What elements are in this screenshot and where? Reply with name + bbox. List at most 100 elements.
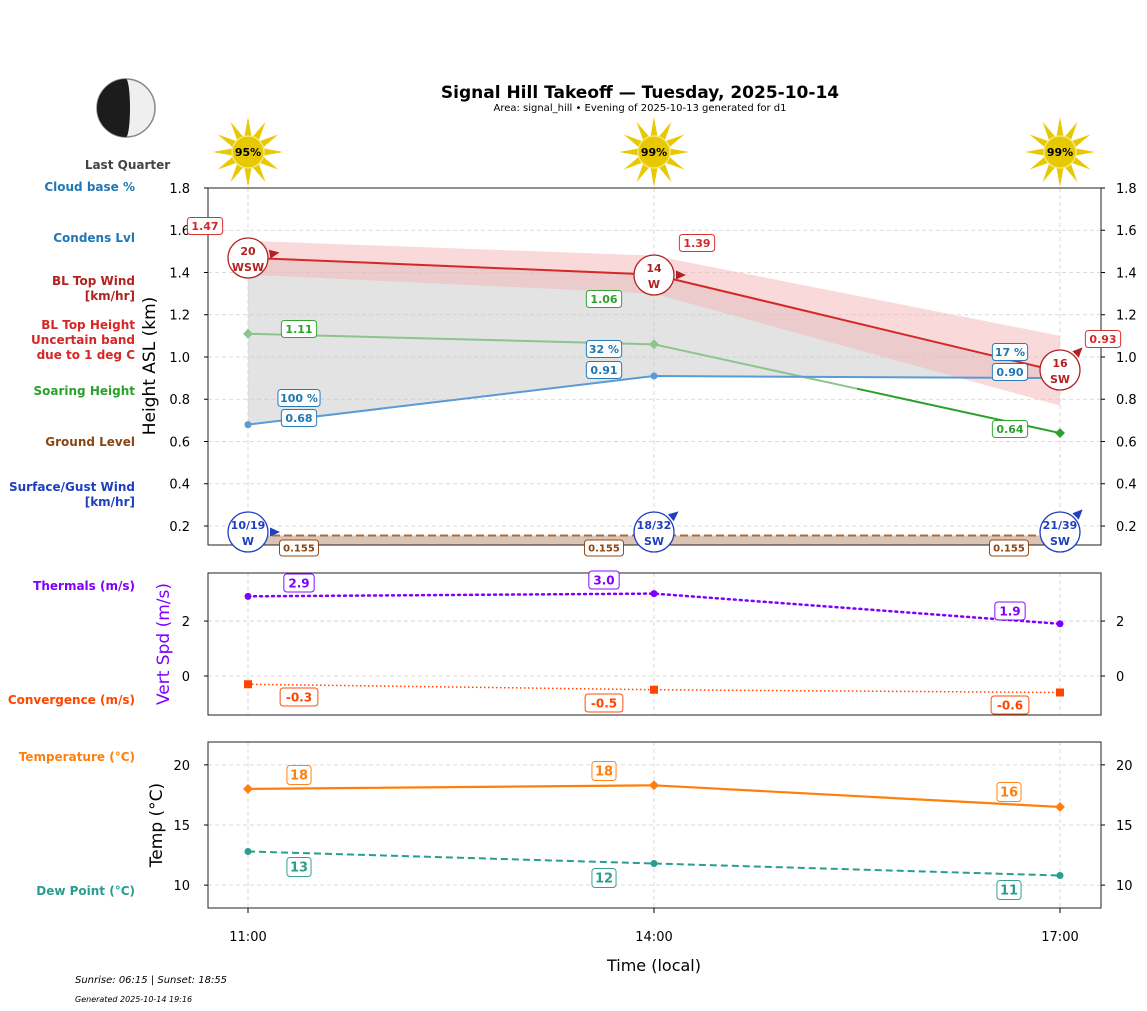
sun-ray xyxy=(1056,167,1064,187)
label-condens: Condens Lvl xyxy=(53,231,135,245)
convergence-marker xyxy=(650,685,658,694)
temp-y-axis-label: Temp (°C) xyxy=(147,783,167,868)
cloud-base-label-2: 17 % xyxy=(995,346,1025,359)
x-tick-label: 17:00 xyxy=(1041,930,1078,945)
bl-top-label-0: 1.47 xyxy=(191,220,218,233)
sun-times: Sunrise: 06:15 | Sunset: 18:55 xyxy=(75,975,228,986)
ground-label-2: 0.155 xyxy=(993,544,1025,555)
thermals-label-1: 3.0 xyxy=(593,573,614,587)
sun-ray xyxy=(665,156,685,170)
x-tick-label: 11:00 xyxy=(229,930,266,945)
sun-ray xyxy=(636,121,650,141)
temp-panel-ytick-left: 20 xyxy=(173,759,190,774)
condens-label-2: 0.90 xyxy=(996,366,1023,379)
bl-wind-0-direction: WSW xyxy=(232,261,264,274)
generated-timestamp: Generated 2025-10-14 19:16 xyxy=(75,995,193,1004)
surface-wind-0-direction: W xyxy=(242,535,254,548)
sun-ray xyxy=(1071,134,1091,148)
height-panel-ytick-left: 0.2 xyxy=(169,520,190,535)
dewpoint-marker xyxy=(650,859,658,867)
sun-ray xyxy=(623,134,643,148)
sun-disc xyxy=(231,135,265,169)
temp-panel-ytick-right: 10 xyxy=(1116,879,1133,894)
convergence-line xyxy=(247,683,1061,694)
cloud-base-label-1: 32 % xyxy=(589,343,619,356)
sun-ray xyxy=(1029,156,1049,170)
bl-top-label-2: 0.93 xyxy=(1089,333,1116,346)
temperature-label-1-box xyxy=(591,761,617,781)
sun-ray xyxy=(1042,121,1056,141)
temperature-marker xyxy=(649,780,659,791)
soaring-height-marker xyxy=(1055,428,1065,438)
bl-top-label-1: 1.39 xyxy=(683,237,710,250)
surface-wind-1-arrow-icon xyxy=(667,511,679,522)
dewpoint-label-2-box xyxy=(996,880,1022,900)
sun-ray xyxy=(1064,121,1078,141)
sun-ray xyxy=(619,148,639,156)
x-axis-label: Time (local) xyxy=(606,956,701,975)
height-panel-ytick-right: 1.6 xyxy=(1116,224,1137,239)
sun-disc xyxy=(637,135,671,169)
temp-panel-ytick-left: 10 xyxy=(173,879,190,894)
temperature-label-0-box xyxy=(286,765,312,785)
bl-top-label-1-box xyxy=(678,234,716,252)
condens-label-0-box xyxy=(280,409,318,427)
thermals-label-0-box xyxy=(283,573,315,593)
soaring-label-1-box xyxy=(585,290,623,308)
bl-top-uncertainty-band xyxy=(248,240,1060,406)
surface-wind-1-speed: 18/32 xyxy=(637,519,672,532)
soaring-label-1: 1.06 xyxy=(590,293,617,306)
temp-panel-ytick-right: 20 xyxy=(1116,759,1133,774)
sun-ray xyxy=(650,167,658,187)
sun-0-percent: 95% xyxy=(235,146,261,159)
moon-phase-label: Last Quarter xyxy=(84,158,171,172)
convergence-label-1-box xyxy=(584,693,624,713)
thermals-marker xyxy=(244,592,252,600)
height-panel-ytick-left: 0.6 xyxy=(169,435,190,450)
sun-0-icon xyxy=(213,117,283,187)
height-panel-ytick-left: 1.0 xyxy=(169,351,190,366)
sun-ray xyxy=(1029,134,1049,148)
convergence-label-2-box xyxy=(990,695,1030,715)
temperature-marker xyxy=(1055,802,1065,812)
bl-wind-1-direction: W xyxy=(648,278,660,291)
soaring-label-2-box xyxy=(991,420,1029,438)
convergence-label-0-box xyxy=(279,687,319,707)
ground-label-1: 0.155 xyxy=(588,544,620,555)
surface-wind-1-circle xyxy=(633,511,675,553)
sun-ray xyxy=(1042,163,1056,183)
surface-wind-0-speed: 10/19 xyxy=(231,519,266,532)
surface-wind-2-direction: SW xyxy=(1050,535,1070,548)
vert-panel-ytick-right: 0 xyxy=(1116,670,1124,685)
soaring-height-marker xyxy=(649,339,659,350)
thermals-label-2-box xyxy=(994,601,1026,621)
height-panel-ytick-left: 1.2 xyxy=(169,309,190,324)
sun-ray xyxy=(217,134,237,148)
sun-ray xyxy=(252,163,266,183)
height-y-axis-label: Height ASL (km) xyxy=(140,297,160,436)
height-panel-ytick-left: 0.8 xyxy=(169,393,190,408)
bl-wind-0-circle xyxy=(227,237,269,279)
height-panel-ytick-right: 1.8 xyxy=(1116,182,1137,197)
chart-title: Signal Hill Takeoff — Tuesday, 2025-10-1… xyxy=(440,83,840,103)
surface-wind-0-circle xyxy=(227,511,269,553)
soaring-label-2: 0.64 xyxy=(996,423,1023,436)
dewpoint-marker xyxy=(1056,872,1064,880)
thermals-marker xyxy=(1056,620,1064,628)
height-panel-ytick-left: 1.6 xyxy=(169,224,190,239)
sun-ray xyxy=(1075,148,1095,156)
condens-level-marker xyxy=(650,372,658,380)
moon-phase-icon xyxy=(96,78,156,138)
convergence-label-0: -0.3 xyxy=(286,690,312,704)
soaring-height-marker xyxy=(243,328,253,339)
sun-ray xyxy=(259,134,279,148)
sun-ray xyxy=(658,163,672,183)
label-bl-top-wind: BL Top Wind [km/hr] xyxy=(51,274,135,303)
condens-label-1-box xyxy=(585,361,623,379)
bl-top-label-2-box xyxy=(1084,330,1122,348)
x-tick-label: 14:00 xyxy=(635,930,672,945)
sun-ray xyxy=(213,148,233,156)
temp-panel-ytick-left: 15 xyxy=(173,819,190,834)
height-panel-ytick-left: 0.4 xyxy=(169,478,190,493)
surface-wind-2-circle xyxy=(1039,511,1081,553)
